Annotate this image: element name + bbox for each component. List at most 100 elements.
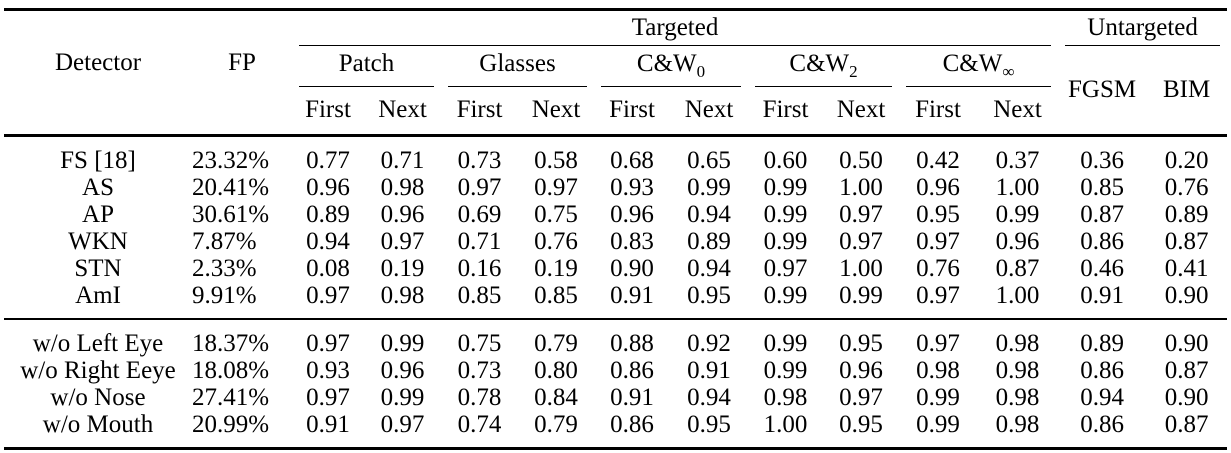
- metric-value-cell: 0.69: [457, 201, 502, 228]
- metric-value-cell: 0.80: [534, 357, 578, 384]
- metric-value-cell: 0.99: [763, 282, 808, 309]
- fp-value-cell: 2.33%: [192, 255, 257, 282]
- subcol-first: First: [915, 96, 961, 124]
- metric-value-cell: 0.99: [916, 384, 960, 411]
- fp-value-cell: 18.08%: [192, 357, 270, 384]
- attack-name: C&W: [636, 50, 697, 77]
- metric-value-cell: 0.73: [457, 147, 502, 174]
- metric-value-cell: 0.71: [457, 228, 502, 255]
- metric-value-cell: 0.65: [687, 147, 731, 174]
- table-row: AS 20.41% 0.96 0.98 0.97 0.97 0.93 0.99 0.99 1.00…: [4, 174, 1227, 201]
- attack-group-header-patch: Patch: [292, 46, 441, 87]
- metric-value-cell: 0.97: [306, 282, 350, 309]
- metric-value-cell: 0.76: [916, 255, 960, 282]
- attack-name: C&W: [942, 50, 1003, 77]
- metric-value-cell: 0.84: [534, 384, 578, 411]
- metric-value-cell: 0.95: [839, 411, 883, 438]
- metric-value-cell: 0.60: [763, 147, 808, 174]
- metric-value-cell: 0.87: [1080, 201, 1124, 228]
- subcol-first: First: [305, 96, 351, 124]
- metric-value-cell: 0.91: [610, 384, 654, 411]
- metric-value-cell: 0.46: [1080, 255, 1124, 282]
- fp-value-cell: 7.87%: [192, 228, 257, 255]
- metric-value-cell: 0.98: [380, 282, 425, 309]
- subcol-next: Next: [378, 96, 427, 124]
- metric-value-cell: 0.91: [1080, 282, 1124, 309]
- metric-value-cell: 0.99: [763, 174, 808, 201]
- metric-value-cell: 0.97: [380, 228, 425, 255]
- metric-value-cell: 0.97: [916, 282, 960, 309]
- untargeted-label: Untargeted: [1087, 14, 1198, 42]
- table-row: w/o Left Eye 18.37% 0.97 0.99 0.75 0.79 0.88 0.…: [4, 319, 1227, 357]
- detector-name-cell: AP: [82, 201, 114, 228]
- metric-value-cell: 0.95: [839, 330, 883, 357]
- attack-group-header-cw2: C&W2: [748, 46, 899, 87]
- fp-value-cell: 23.32%: [192, 147, 270, 174]
- metric-value-cell: 0.97: [839, 201, 883, 228]
- metric-value-cell: 0.20: [1164, 147, 1209, 174]
- metric-value-cell: 0.99: [916, 411, 960, 438]
- metric-value-cell: 0.86: [610, 411, 654, 438]
- metric-value-cell: 0.91: [687, 357, 731, 384]
- attack-group-label: C&W2: [789, 50, 857, 81]
- metric-value-cell: 0.90: [1164, 282, 1209, 309]
- subcol-first: First: [609, 96, 655, 124]
- metric-value-cell: 0.99: [380, 384, 425, 411]
- table-row: w/o Nose 27.41% 0.97 0.99 0.78 0.84 0.91 0.94 0.…: [4, 384, 1227, 411]
- metric-value-cell: 0.98: [763, 384, 808, 411]
- header-row-subcolumns: First Next First Next First Next First N…: [4, 87, 1227, 136]
- metric-value-cell: 0.94: [687, 384, 731, 411]
- detector-name-cell: AS: [82, 174, 114, 201]
- metric-value-cell: 0.68: [610, 147, 654, 174]
- metric-value-cell: 0.87: [1164, 228, 1209, 255]
- metric-value-cell: 0.08: [306, 255, 350, 282]
- metric-value-cell: 0.98: [995, 357, 1040, 384]
- table-row: FS [18] 23.32% 0.77 0.71 0.73 0.58 0.68 0.65 0.6…: [4, 136, 1227, 175]
- metric-value-cell: 0.99: [763, 357, 808, 384]
- metric-value-cell: 0.97: [534, 174, 578, 201]
- metric-value-cell: 0.92: [687, 330, 731, 357]
- detector-name-cell: w/o Left Eye: [32, 330, 164, 357]
- ablation-rows-section: w/o Left Eye 18.37% 0.97 0.99 0.75 0.79 0.88 0.…: [4, 319, 1228, 449]
- fp-value-cell: 9.91%: [192, 282, 257, 309]
- metric-value-cell: 0.36: [1080, 147, 1124, 174]
- metric-value-cell: 0.97: [916, 330, 960, 357]
- metric-value-cell: 0.90: [610, 255, 654, 282]
- metric-value-cell: 0.86: [1080, 228, 1124, 255]
- untargeted-group-header: Untargeted: [1058, 10, 1227, 46]
- metric-value-cell: 1.00: [839, 255, 883, 282]
- metric-value-cell: 0.79: [534, 330, 578, 357]
- subcol-first: First: [762, 96, 809, 124]
- metric-value-cell: 0.85: [457, 282, 502, 309]
- metric-value-cell: 0.95: [916, 201, 960, 228]
- metric-value-cell: 0.98: [995, 411, 1040, 438]
- fp-value-cell: 27.41%: [192, 384, 270, 411]
- metric-value-cell: 0.94: [687, 255, 731, 282]
- attack-name: C&W: [789, 50, 850, 77]
- detector-name-cell: w/o Mouth: [42, 411, 154, 438]
- metric-value-cell: 0.96: [995, 228, 1040, 255]
- metric-value-cell: 0.88: [610, 330, 654, 357]
- metric-value-cell: 0.97: [916, 228, 960, 255]
- metric-value-cell: 0.89: [1164, 201, 1209, 228]
- metric-value-cell: 0.77: [306, 147, 350, 174]
- metric-value-cell: 0.94: [306, 228, 350, 255]
- metric-value-cell: 0.74: [457, 411, 502, 438]
- attack-subscript: 2: [849, 62, 858, 81]
- metric-value-cell: 0.99: [763, 201, 808, 228]
- metric-value-cell: 0.97: [380, 411, 425, 438]
- metric-value-cell: 0.98: [916, 357, 960, 384]
- fp-header-label: FP: [228, 48, 256, 76]
- metric-value-cell: 0.89: [687, 228, 731, 255]
- fp-value-cell: 20.41%: [192, 174, 270, 201]
- attack-group-label: C&W∞: [942, 50, 1015, 81]
- metric-value-cell: 0.94: [1080, 384, 1124, 411]
- targeted-label: Targeted: [631, 14, 719, 42]
- bim-column-header: BIM: [1162, 75, 1211, 103]
- attack-group-label: Patch: [339, 50, 395, 77]
- targeted-group-header: Targeted: [292, 10, 1058, 46]
- metric-value-cell: 0.87: [1164, 357, 1209, 384]
- metric-value-cell: 0.95: [687, 282, 731, 309]
- metric-value-cell: 0.79: [534, 411, 578, 438]
